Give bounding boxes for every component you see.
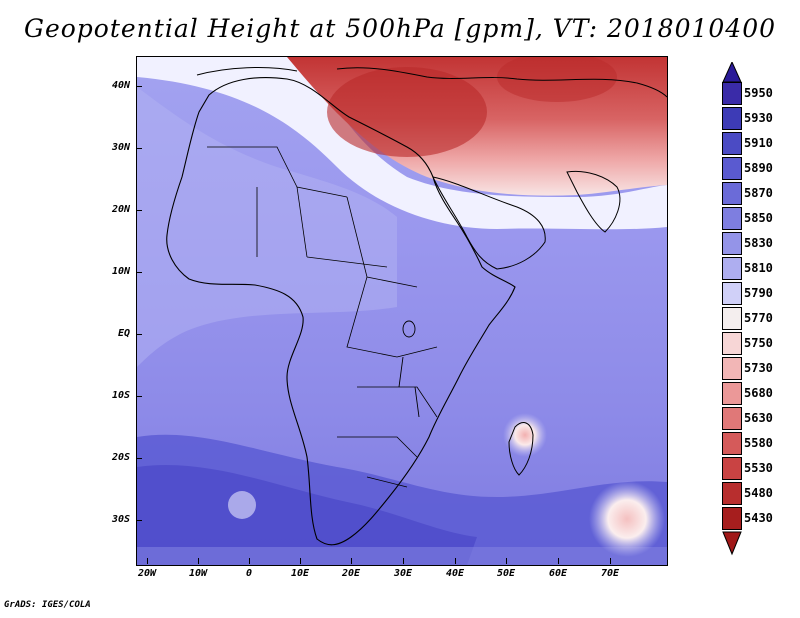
- colorbar-swatch: [722, 357, 742, 380]
- colorbar-level-label: 5890: [744, 161, 773, 175]
- colorbar-level-label: 5430: [744, 511, 773, 525]
- country-borders: [207, 146, 438, 488]
- lat-tick: [136, 210, 142, 211]
- africa-coastline: [166, 77, 516, 546]
- grads-credit: GrADS: IGES/COLA: [4, 600, 91, 610]
- lat-tick: [136, 334, 142, 335]
- colorbar-swatch: [722, 507, 742, 530]
- india-coastline: [566, 170, 621, 233]
- white-band: [137, 57, 667, 230]
- lon-tick: [198, 558, 199, 564]
- colorbar-swatch: [722, 282, 742, 305]
- lon-label-70e: 70E: [600, 568, 620, 579]
- lat-label-10s: 10S: [111, 390, 130, 401]
- deep-south-band: [137, 465, 477, 565]
- colorbar-level-label: 5950: [744, 86, 773, 100]
- madagascar-spot: [503, 413, 547, 457]
- lon-label-20e: 20E: [341, 568, 361, 579]
- arabia-coastline: [432, 176, 546, 270]
- lat-label-10n: 10N: [111, 266, 130, 277]
- colorbar-swatch: [722, 82, 742, 105]
- lat-label-30s: 30S: [111, 514, 130, 525]
- colorbar-level-label: 5910: [744, 136, 773, 150]
- colorbar-swatch: [722, 457, 742, 480]
- subtropic-band: [137, 87, 397, 367]
- colorbar-swatch: [722, 432, 742, 455]
- colorbar-bottom-arrow: [722, 531, 742, 556]
- geopotential-field-map: [137, 57, 667, 565]
- colorbar-swatch: [722, 182, 742, 205]
- colorbar-swatch: [722, 157, 742, 180]
- lat-tick: [136, 148, 142, 149]
- lon-tick: [300, 558, 301, 564]
- lon-tick: [558, 558, 559, 564]
- lat-tick: [136, 272, 142, 273]
- lat-label-20s: 20S: [111, 452, 130, 463]
- colorbar-swatch: [722, 307, 742, 330]
- lon-label-10e: 10E: [290, 568, 310, 579]
- colorbar-swatch: [722, 232, 742, 255]
- lon-tick: [455, 558, 456, 564]
- colorbar-swatch: [722, 132, 742, 155]
- colorbar-swatch: [722, 407, 742, 430]
- lon-tick: [506, 558, 507, 564]
- colorbar-level-label: 5850: [744, 211, 773, 225]
- colorbar-level-label: 5580: [744, 436, 773, 450]
- lon-tick: [249, 558, 250, 564]
- lat-tick: [136, 86, 142, 87]
- colorbar-swatch: [722, 257, 742, 280]
- colorbar-level-label: 5530: [744, 461, 773, 475]
- lon-tick: [403, 558, 404, 564]
- colorbar-swatch: [722, 332, 742, 355]
- map-panel: [136, 56, 668, 566]
- south-edge: [137, 547, 667, 565]
- colorbar: 5950 5930 5910 5890 5870 5850 5830 5810 5790 5770…: [722, 62, 800, 562]
- colorbar-swatch: [722, 482, 742, 505]
- colorbar-level-label: 5750: [744, 336, 773, 350]
- lat-label-40n: 40N: [111, 80, 130, 91]
- lon-tick: [147, 558, 148, 564]
- lon-tick: [610, 558, 611, 564]
- eurasia-coastline: [196, 67, 667, 98]
- lon-tick: [351, 558, 352, 564]
- lat-label-eq: EQ: [117, 328, 130, 339]
- lat-tick: [136, 458, 142, 459]
- colorbar-level-label: 5930: [744, 111, 773, 125]
- colorbar-level-label: 5730: [744, 361, 773, 375]
- madagascar-coastline: [508, 422, 534, 476]
- lon-label-10w: 10W: [188, 568, 208, 579]
- chart-title: Geopotential Height at 500hPa [gpm], VT:…: [23, 14, 777, 43]
- lon-label-60e: 60E: [548, 568, 568, 579]
- colorbar-level-label: 5770: [744, 311, 773, 325]
- lat-tick: [136, 520, 142, 521]
- lat-label-30n: 30N: [111, 142, 130, 153]
- colorbar-level-label: 5870: [744, 186, 773, 200]
- colorbar-level-label: 5680: [744, 386, 773, 400]
- low-core: [327, 67, 487, 157]
- colorbar-level-label: 5630: [744, 411, 773, 425]
- lon-label-20w: 20W: [137, 568, 157, 579]
- lon-label-40e: 40E: [445, 568, 465, 579]
- colorbar-level-label: 5830: [744, 236, 773, 250]
- lake-victoria: [402, 320, 416, 338]
- rift-lakes: [398, 356, 420, 418]
- colorbar-level-label: 5810: [744, 261, 773, 275]
- lat-label-20n: 20N: [111, 204, 130, 215]
- southeast-spot: [589, 481, 665, 557]
- colorbar-level-label: 5480: [744, 486, 773, 500]
- lon-label-30e: 30E: [393, 568, 413, 579]
- colorbar-level-label: 5790: [744, 286, 773, 300]
- southwest-spot: [228, 491, 256, 519]
- lon-label-0: 0: [245, 568, 253, 579]
- colorbar-swatch: [722, 382, 742, 405]
- colorbar-swatch: [722, 107, 742, 130]
- colorbar-swatch: [722, 207, 742, 230]
- colorbar-top-arrow: [722, 62, 742, 83]
- lat-tick: [136, 396, 142, 397]
- lon-label-50e: 50E: [496, 568, 516, 579]
